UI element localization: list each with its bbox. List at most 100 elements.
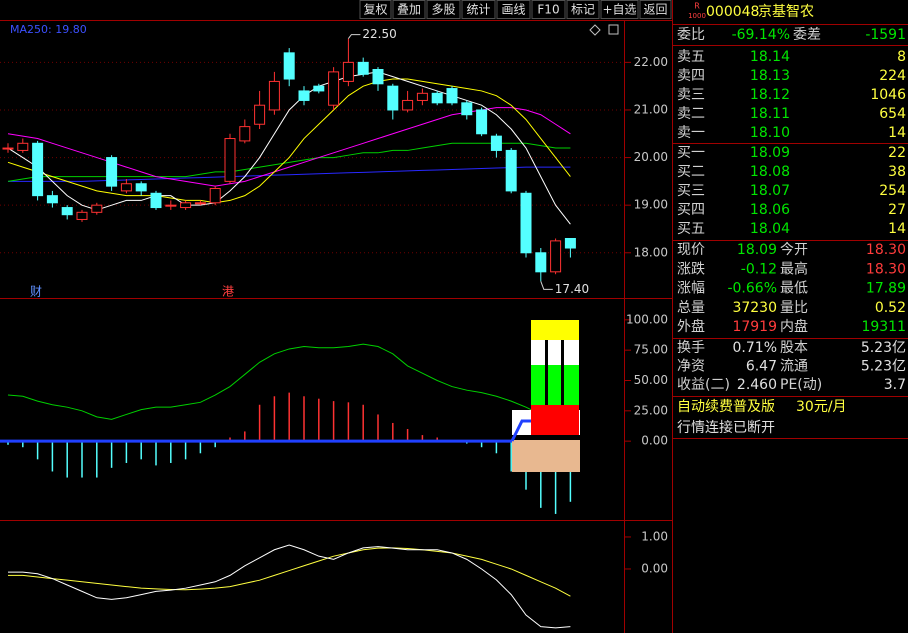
- candle: [254, 90, 266, 130]
- indicator-line: [7, 343, 571, 424]
- button-label[interactable]: +自选: [602, 3, 636, 17]
- button-frame[interactable]: [639, 0, 672, 19]
- candle: [387, 83, 399, 120]
- candle-body: [490, 135, 502, 151]
- button-frame[interactable]: [566, 0, 600, 19]
- button-label[interactable]: F10: [537, 3, 559, 17]
- candle: [180, 200, 192, 210]
- button-frame[interactable]: [600, 0, 639, 19]
- quote-text: 最低: [780, 281, 808, 297]
- quote-text: 18.09: [750, 145, 790, 161]
- candle: [194, 200, 206, 206]
- button-frame[interactable]: [531, 0, 566, 19]
- candle-body: [535, 252, 547, 273]
- candle-body: [120, 183, 132, 192]
- button-label[interactable]: 多股: [431, 3, 455, 17]
- toolbar-button[interactable]: 复权: [359, 0, 392, 19]
- candle-body: [165, 204, 177, 207]
- quote-text: 18.13: [750, 68, 790, 84]
- button-label[interactable]: 标记: [571, 3, 595, 17]
- toolbar-button[interactable]: 叠加: [392, 0, 426, 19]
- ma-label: MA250: 19.80: [10, 23, 87, 36]
- toolbar: 复权 叠加 多股 统计 画线 F10 标记 +自选 返回: [359, 0, 672, 19]
- quote-text: 14: [888, 221, 906, 237]
- toolbar-button[interactable]: F10: [531, 0, 566, 19]
- y-tick-label: 25.00: [634, 403, 668, 417]
- quote-text: PE(动): [780, 377, 822, 393]
- candle-body: [17, 142, 29, 151]
- quote-text: 654: [879, 106, 906, 122]
- quote-text: 换手: [677, 339, 705, 356]
- button-label[interactable]: 叠加: [397, 3, 421, 17]
- toolbar-button[interactable]: 多股: [426, 0, 461, 19]
- toolbar-button[interactable]: 标记: [566, 0, 600, 19]
- quote-text: 18.06: [750, 202, 790, 218]
- candle-body: [550, 240, 562, 273]
- candle: [76, 209, 88, 222]
- candle: [564, 237, 576, 258]
- quote-text: 1046: [870, 87, 906, 103]
- y-tick-label: 18.00: [634, 245, 668, 259]
- button-label[interactable]: 复权: [363, 3, 387, 17]
- signal-box: [510, 320, 580, 472]
- button-frame[interactable]: [426, 0, 461, 19]
- candle-body: [150, 192, 162, 209]
- candle-body: [328, 71, 340, 106]
- quote-text: 委比: [677, 27, 705, 43]
- candle: [505, 148, 517, 194]
- y-tick-label: 75.00: [634, 343, 668, 357]
- candle: [535, 248, 547, 282]
- y-tick-label: 0.00: [641, 434, 668, 448]
- indicator-line: [8, 547, 571, 597]
- candle-body: [254, 104, 266, 125]
- button-label[interactable]: 画线: [501, 3, 525, 17]
- quote-text: 17.89: [866, 281, 906, 297]
- candle-body: [298, 90, 310, 101]
- candle: [550, 238, 562, 275]
- quote-text: 0.71%: [733, 340, 777, 356]
- button-frame[interactable]: [461, 0, 496, 19]
- quote-text: 18.11: [750, 106, 790, 122]
- quote-text: 5.23亿: [861, 340, 906, 356]
- candle: [239, 119, 251, 144]
- quote-text: 收益(二): [677, 377, 730, 393]
- button-label[interactable]: 返回: [643, 3, 667, 17]
- quote-text: 18.08: [750, 164, 790, 180]
- candle-body: [342, 61, 354, 82]
- toolbar-button[interactable]: 画线: [496, 0, 531, 19]
- candle: [342, 38, 354, 87]
- candle: [150, 190, 162, 210]
- quote-text: 卖一: [677, 125, 705, 141]
- quote-text: 买二: [677, 164, 705, 180]
- quote-text: 内盘: [780, 318, 808, 335]
- quote-text: 卖四: [677, 68, 705, 84]
- y-tick-label: 100.00: [626, 312, 668, 326]
- candle: [268, 71, 280, 115]
- candle: [446, 86, 458, 106]
- candle: [283, 48, 295, 87]
- marker: 财: [30, 285, 42, 299]
- y-tick-label: 50.00: [634, 373, 668, 387]
- button-label[interactable]: 统计: [466, 3, 490, 17]
- quote-text: 自动续费普及版: [677, 398, 775, 415]
- candle-body: [2, 147, 14, 150]
- button-frame[interactable]: [359, 0, 392, 19]
- candle-body: [209, 188, 221, 204]
- candle-body: [505, 149, 517, 192]
- quote-text: 18.12: [750, 87, 790, 103]
- candle: [490, 133, 502, 158]
- toolbar-button[interactable]: 统计: [461, 0, 496, 19]
- annotation: 17.40: [555, 282, 589, 296]
- badge-sub: 1000: [688, 12, 706, 20]
- toolbar-button[interactable]: +自选: [600, 0, 639, 19]
- candle: [32, 140, 44, 201]
- panel: 1.00 0.00: [8, 529, 668, 629]
- toolbar-button[interactable]: 返回: [639, 0, 672, 19]
- quote-text: 18.10: [750, 125, 790, 141]
- candle: [2, 143, 14, 153]
- button-frame[interactable]: [496, 0, 531, 19]
- button-frame[interactable]: [392, 0, 426, 19]
